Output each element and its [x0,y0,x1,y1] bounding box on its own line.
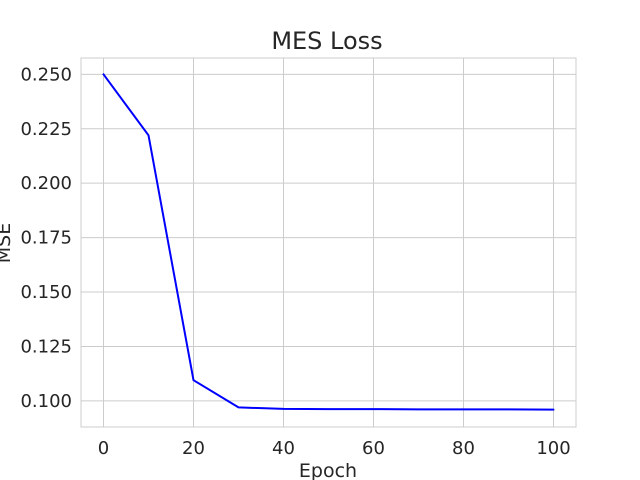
y-tick-labels: 0.100 0.125 0.150 0.175 0.200 0.225 0.250 [20,64,72,412]
x-tick-label: 40 [272,438,295,459]
y-axis-label: MSE [0,223,15,263]
y-tick-label: 0.150 [20,282,72,303]
x-tick-label: 100 [536,438,570,459]
y-tick-label: 0.200 [20,173,72,194]
x-tick-label: 0 [98,438,109,459]
y-tick-label: 0.100 [20,391,72,412]
y-tick-label: 0.175 [20,228,72,249]
series-line [102,73,555,411]
series-layer [102,73,555,411]
y-tick-label: 0.225 [20,119,72,140]
x-tick-label: 80 [452,438,475,459]
x-tick-labels: 0 20 40 60 80 100 [98,438,571,459]
x-tick-label: 60 [362,438,385,459]
y-tick-label: 0.125 [20,336,72,357]
x-axis-label: Epoch [299,460,357,480]
chart-title: MES Loss [271,27,382,55]
grid-lines [81,58,576,427]
y-tick-label: 0.250 [20,64,72,85]
x-tick-label: 20 [182,438,205,459]
plot-frame [80,57,577,428]
